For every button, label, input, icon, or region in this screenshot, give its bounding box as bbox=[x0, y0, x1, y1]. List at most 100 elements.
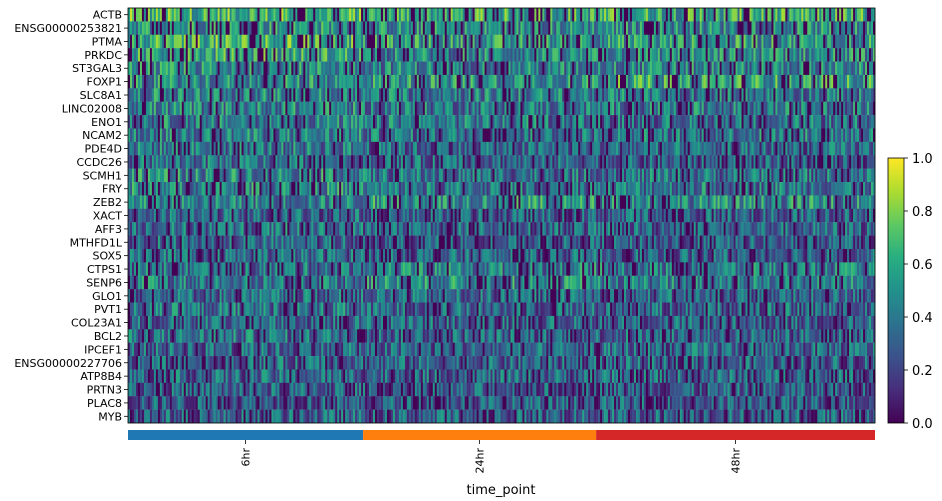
heatmap-cell bbox=[233, 74, 236, 89]
heatmap-cell bbox=[363, 88, 366, 102]
heatmap-cell bbox=[755, 48, 758, 62]
heatmap-cell bbox=[373, 88, 376, 102]
heatmap-cell bbox=[327, 48, 330, 62]
heatmap-cell bbox=[689, 74, 693, 89]
heatmap-cell bbox=[695, 115, 699, 129]
heatmap-cell bbox=[763, 8, 766, 22]
heatmap-cell bbox=[386, 168, 390, 183]
heatmap-cell bbox=[635, 8, 639, 22]
heatmap-cell bbox=[751, 101, 754, 116]
heatmap-cell bbox=[303, 74, 306, 89]
heatmap-cell bbox=[309, 34, 312, 49]
heatmap-cell bbox=[179, 141, 183, 156]
heatmap-cell bbox=[743, 115, 746, 129]
heatmap-cell bbox=[396, 61, 400, 76]
heatmap-cell bbox=[813, 74, 816, 89]
heatmap-cell bbox=[612, 34, 615, 49]
heatmap-cell bbox=[482, 21, 485, 35]
heatmap-cell bbox=[337, 115, 340, 129]
heatmap-cell bbox=[855, 128, 858, 143]
heatmap-cell bbox=[705, 74, 708, 89]
heatmap-cell bbox=[263, 141, 266, 156]
heatmap-cell bbox=[645, 101, 649, 116]
heatmap-cell bbox=[514, 168, 517, 183]
heatmap-cell bbox=[339, 182, 342, 196]
heatmap-cell bbox=[542, 48, 545, 62]
heatmap-cell bbox=[229, 34, 232, 49]
heatmap-cell bbox=[715, 88, 718, 102]
heatmap-cell bbox=[584, 8, 587, 22]
heatmap-cell bbox=[721, 141, 724, 156]
heatmap-cell bbox=[673, 74, 677, 89]
heatmap-cell bbox=[566, 21, 569, 35]
heatmap-cell bbox=[540, 128, 543, 143]
heatmap-cell bbox=[558, 88, 561, 102]
heatmap-cell bbox=[247, 88, 250, 102]
heatmap-cell bbox=[442, 128, 446, 143]
heatmap-cell bbox=[757, 48, 760, 62]
heatmap-cell bbox=[645, 128, 649, 143]
heatmap-cell bbox=[865, 115, 868, 129]
heatmap-cell bbox=[454, 115, 457, 129]
heatmap-cell bbox=[801, 115, 804, 129]
heatmap-cell bbox=[380, 141, 384, 156]
heatmap-cell bbox=[277, 48, 280, 62]
heatmap-cell bbox=[667, 155, 671, 169]
heatmap-cell bbox=[301, 101, 304, 116]
heatmap-cell bbox=[275, 155, 278, 169]
heatmap-cell bbox=[319, 8, 322, 22]
heatmap-cell bbox=[392, 88, 396, 102]
heatmap-cell bbox=[191, 8, 195, 22]
heatmap-cell bbox=[181, 61, 185, 76]
heatmap-cell bbox=[791, 168, 794, 183]
heatmap-cell bbox=[267, 155, 270, 169]
heatmap-cell bbox=[681, 61, 685, 76]
heatmap-cell bbox=[241, 155, 244, 169]
heatmap-cell bbox=[865, 168, 868, 183]
heatmap-cell bbox=[661, 115, 665, 129]
heatmap-cell bbox=[275, 168, 278, 183]
heatmap-cell bbox=[153, 21, 157, 35]
heatmap-cell bbox=[161, 101, 165, 116]
heatmap-cell bbox=[247, 48, 250, 62]
heatmap-cell bbox=[339, 88, 342, 102]
heatmap-cell bbox=[514, 48, 517, 62]
heatmap-cell bbox=[319, 74, 322, 89]
heatmap-cell bbox=[777, 168, 780, 183]
heatmap-cell bbox=[311, 141, 314, 156]
heatmap-cell bbox=[721, 88, 724, 102]
heatmap-cell bbox=[825, 128, 828, 143]
heatmap-cell bbox=[373, 21, 376, 35]
heatmap-cell bbox=[771, 34, 774, 49]
heatmap-cell bbox=[566, 155, 569, 169]
heatmap-cell bbox=[237, 34, 240, 49]
heatmap-cell bbox=[128, 88, 131, 102]
heatmap-cell bbox=[420, 21, 424, 35]
heatmap-cell bbox=[653, 141, 657, 156]
heatmap-cell bbox=[538, 88, 541, 102]
heatmap-cell bbox=[773, 34, 776, 49]
heatmap-cell bbox=[351, 34, 354, 49]
heatmap-cell bbox=[406, 101, 410, 116]
heatmap-cell bbox=[496, 141, 499, 156]
heatmap-cell bbox=[851, 115, 854, 129]
heatmap-cell bbox=[536, 141, 539, 156]
heatmap-cell bbox=[857, 155, 860, 169]
heatmap-cell bbox=[633, 61, 637, 76]
heatmap-cell bbox=[590, 128, 593, 143]
heatmap-cell bbox=[418, 61, 422, 76]
heatmap-cell bbox=[271, 61, 274, 76]
heatmap-cell bbox=[442, 101, 446, 116]
heatmap-cell bbox=[339, 21, 342, 35]
heatmap-cell bbox=[167, 88, 171, 102]
heatmap-cell bbox=[711, 115, 714, 129]
heatmap-cell bbox=[257, 34, 260, 49]
heatmap-cell bbox=[438, 168, 442, 183]
heatmap-cell bbox=[711, 8, 714, 22]
heatmap-cell bbox=[671, 61, 675, 76]
heatmap-cell bbox=[600, 8, 603, 22]
heatmap-cell bbox=[474, 168, 477, 183]
heatmap-cell bbox=[781, 115, 784, 129]
heatmap-cell bbox=[331, 48, 334, 62]
heatmap-cell bbox=[578, 61, 581, 76]
